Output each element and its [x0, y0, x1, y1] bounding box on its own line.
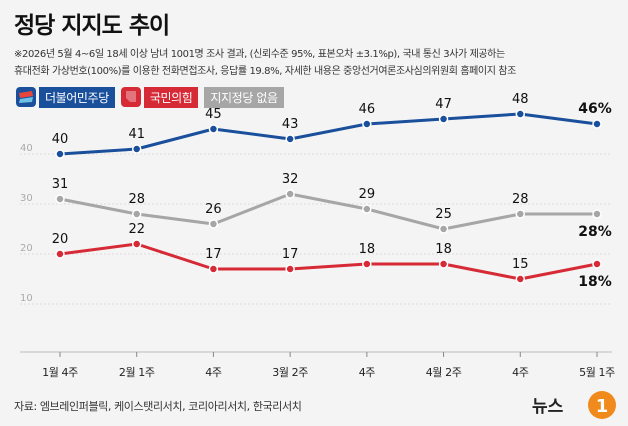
- logo-text: 뉴스: [532, 397, 564, 417]
- data-point: [285, 134, 295, 144]
- legend-item-none: 지지정당 없음: [204, 86, 284, 108]
- x-tick-label: 3월 2주: [272, 366, 308, 379]
- data-label: 31: [52, 177, 69, 192]
- data-point: [438, 224, 449, 234]
- data-label: 48: [512, 92, 529, 107]
- data-label: 18: [435, 242, 452, 257]
- data-point: [208, 124, 219, 134]
- data-point: [592, 119, 602, 129]
- news1-logo: 뉴스 1: [532, 391, 616, 419]
- series-line-1: [59, 242, 598, 281]
- legend-item-ppp: 국민의힘: [120, 86, 199, 108]
- data-label: 41: [128, 127, 145, 142]
- data-point: [362, 119, 372, 129]
- data-label: 40: [52, 132, 69, 147]
- x-tick-label: 4주: [512, 366, 529, 379]
- data-label: 18: [359, 242, 376, 257]
- y-tick-label: 40: [20, 143, 33, 154]
- ppp-party-icon: [120, 87, 141, 107]
- legend-item-democratic: 더불어민주당: [16, 86, 115, 108]
- data-point: [592, 259, 602, 269]
- data-label: 25: [435, 207, 452, 222]
- data-point: [515, 209, 526, 219]
- legend: 더불어민주당 국민의힘 지지정당 없음: [16, 86, 290, 108]
- data-label: 26: [205, 202, 222, 217]
- data-point: [55, 249, 65, 259]
- data-label: 15: [512, 257, 529, 272]
- data-point: [55, 194, 65, 204]
- data-label: 17: [205, 247, 222, 262]
- data-label: 17: [282, 247, 299, 262]
- series-line-2: [59, 192, 597, 231]
- y-tick-label: 10: [20, 293, 33, 304]
- data-point: [362, 259, 372, 269]
- data-point: [438, 259, 449, 269]
- x-tick-label: 4월 2주: [426, 366, 462, 379]
- data-label: 28: [128, 192, 145, 207]
- data-label: 28%: [578, 224, 612, 240]
- data-label: 47: [435, 97, 452, 112]
- survey-note: ※2026년 5월 4~6일 18세 이상 남녀 1001명 조사 결과, (신…: [14, 49, 516, 77]
- x-tick-label: 2월 1주: [119, 366, 155, 379]
- page-title: 정당 지지도 추이: [14, 13, 170, 39]
- data-label: 18%: [578, 274, 612, 290]
- data-point: [515, 109, 526, 119]
- data-label: 20: [52, 232, 69, 247]
- logo-mark-text: 1: [596, 396, 609, 417]
- y-tick-label: 20: [20, 243, 33, 254]
- democratic-party-icon: [16, 87, 36, 107]
- data-point: [131, 239, 142, 249]
- data-point: [208, 219, 219, 229]
- legend-label-none: 지지정당 없음: [204, 86, 284, 108]
- data-point: [438, 114, 449, 124]
- data-point: [362, 204, 372, 214]
- data-label: 22: [128, 222, 145, 237]
- data-point: [515, 274, 526, 284]
- data-label: 46: [359, 102, 376, 117]
- legend-label-democratic: 더불어민주당: [39, 86, 115, 108]
- data-point: [592, 209, 602, 219]
- y-tick-label: 30: [20, 193, 33, 204]
- source-note: 자료: 엠브레인퍼블릭, 케이스탯리서치, 코리아리서치, 한국리서치: [14, 400, 302, 413]
- data-label: 29: [359, 187, 376, 202]
- data-label: 32: [282, 172, 299, 187]
- data-point: [131, 209, 142, 219]
- x-tick-label: 1월 4주: [42, 366, 78, 379]
- data-label: 46%: [578, 101, 612, 117]
- legend-label-ppp: 국민의힘: [143, 86, 199, 108]
- x-tick-label: 4주: [359, 366, 376, 379]
- data-point: [285, 189, 295, 199]
- x-tick-label: 5월 1주: [579, 366, 615, 379]
- data-label: 43: [282, 117, 299, 132]
- data-point: [285, 264, 295, 274]
- data-label: 45: [205, 107, 222, 122]
- series-line-0: [59, 112, 598, 156]
- data-label: 28: [512, 192, 529, 207]
- data-point: [55, 149, 65, 159]
- data-point: [131, 144, 142, 154]
- x-tick-label: 4주: [205, 366, 222, 379]
- data-point: [208, 264, 219, 274]
- logo-mark-icon: [588, 391, 616, 419]
